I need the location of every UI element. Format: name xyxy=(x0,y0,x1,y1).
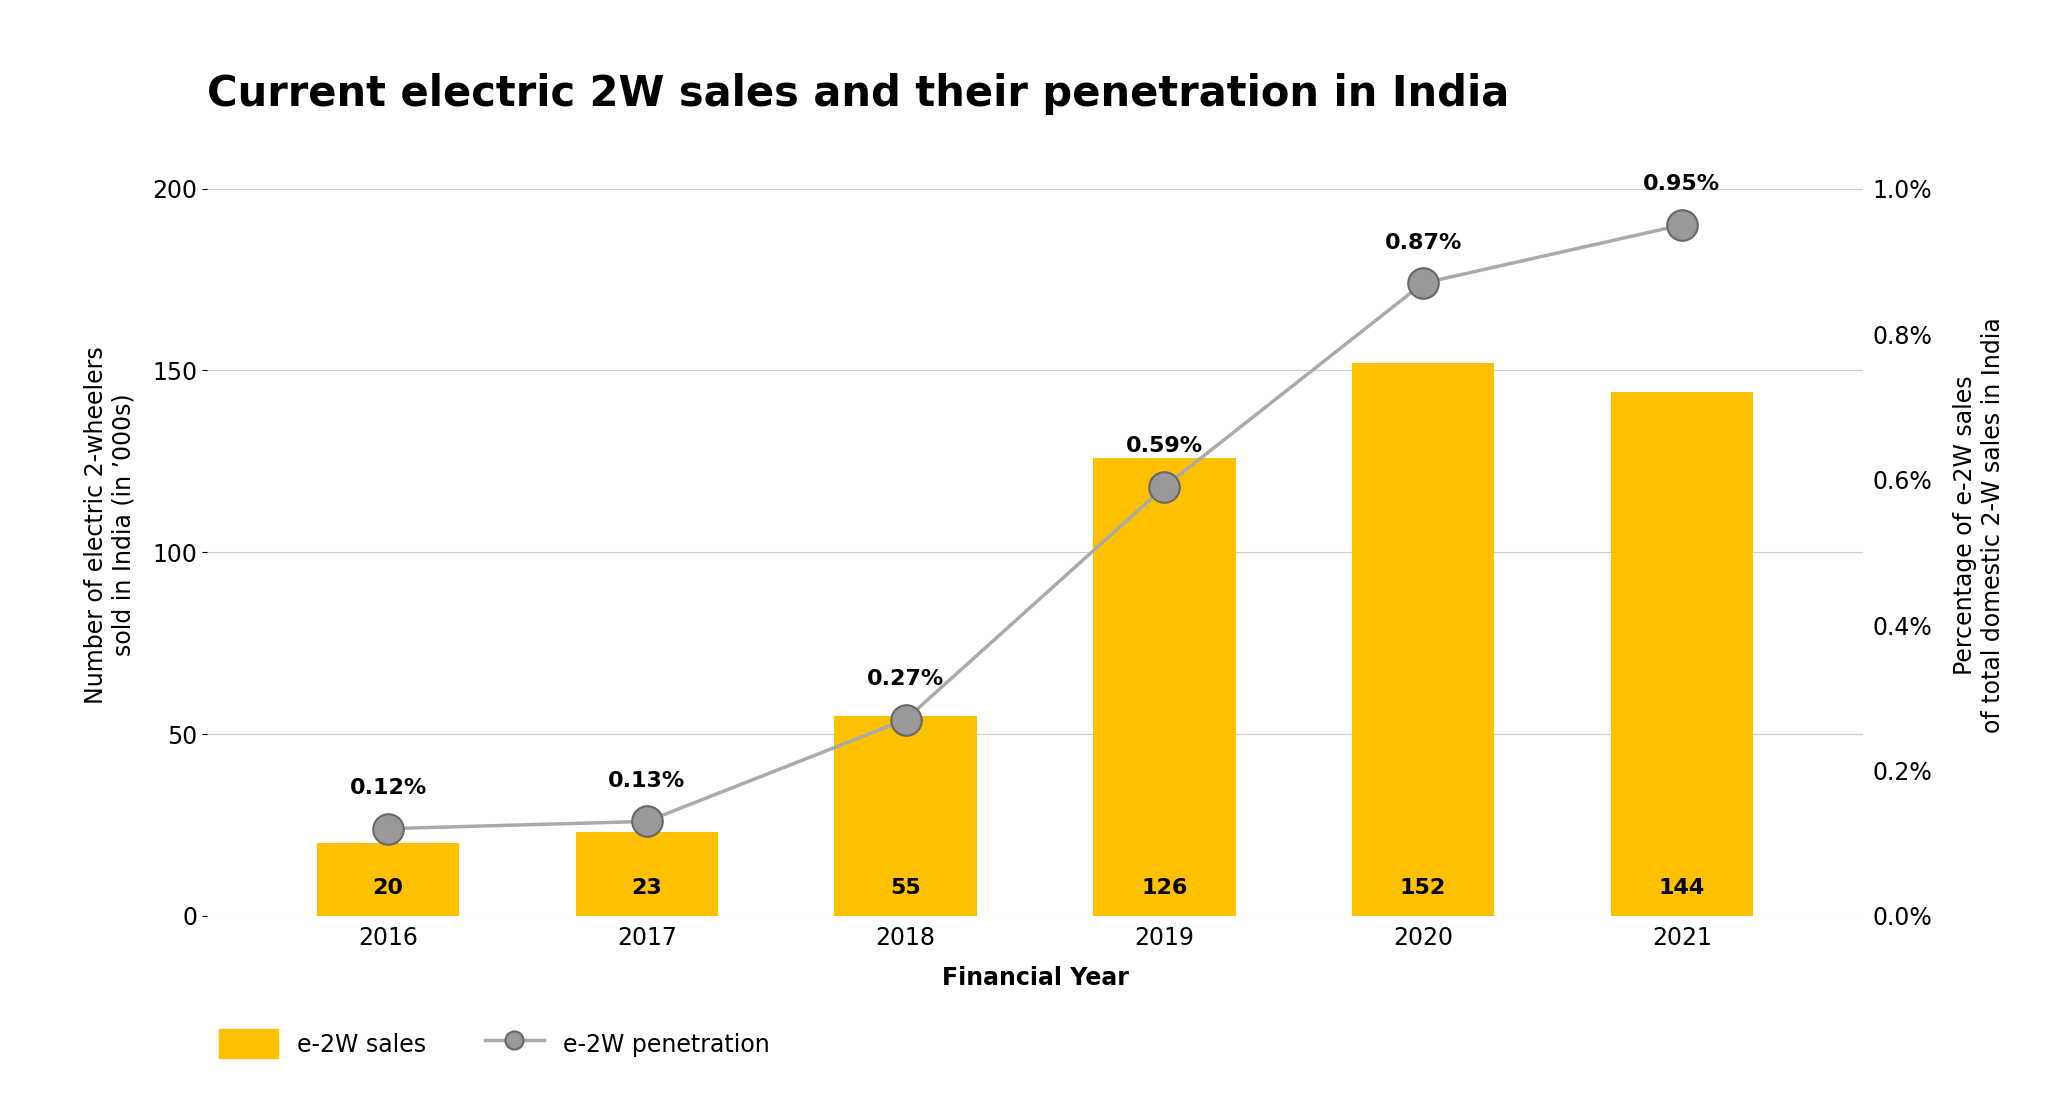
Text: 144: 144 xyxy=(1658,878,1706,898)
Text: 0.13%: 0.13% xyxy=(609,771,685,791)
X-axis label: Financial Year: Financial Year xyxy=(942,966,1128,991)
Text: 55: 55 xyxy=(890,878,921,898)
Text: 0.95%: 0.95% xyxy=(1644,174,1720,194)
Bar xyxy=(1093,458,1236,916)
Text: Current electric 2W sales and their penetration in India: Current electric 2W sales and their pene… xyxy=(207,74,1509,115)
Legend: e-2W sales, e-2W penetration: e-2W sales, e-2W penetration xyxy=(219,1030,770,1058)
Bar xyxy=(575,832,718,916)
Text: 126: 126 xyxy=(1141,878,1188,898)
Bar xyxy=(317,843,460,916)
Text: 0.87%: 0.87% xyxy=(1385,232,1461,252)
Text: 0.27%: 0.27% xyxy=(867,669,944,689)
Text: 152: 152 xyxy=(1399,878,1447,898)
Text: 23: 23 xyxy=(631,878,662,898)
Text: 0.59%: 0.59% xyxy=(1126,437,1203,456)
Text: 20: 20 xyxy=(373,878,404,898)
Y-axis label: Percentage of e-2W sales
of total domestic 2-W sales in India: Percentage of e-2W sales of total domest… xyxy=(1954,317,2006,733)
Bar xyxy=(1352,363,1495,916)
Bar xyxy=(1610,392,1753,916)
Text: 0.12%: 0.12% xyxy=(350,779,426,799)
Bar xyxy=(834,716,977,916)
Y-axis label: Number of electric 2-wheelers
sold in India (in ’000s): Number of electric 2-wheelers sold in In… xyxy=(83,346,135,704)
